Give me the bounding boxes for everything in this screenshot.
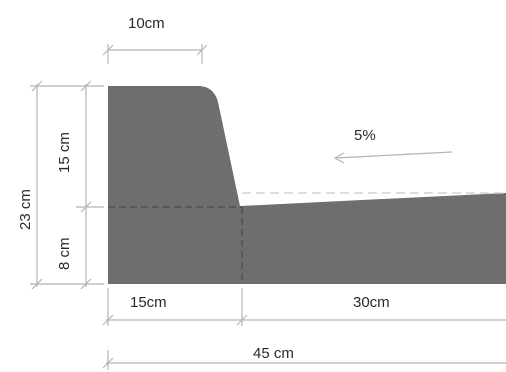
left-width-label: 15cm <box>130 294 167 311</box>
total-width-label: 45 cm <box>253 345 294 362</box>
bottom-partial-width-dimension <box>102 288 506 326</box>
top-width-dimension <box>102 44 208 64</box>
total-height-dimension <box>30 80 104 290</box>
curb-section-shape <box>108 86 506 284</box>
lower-height-label: 8 cm <box>56 237 73 270</box>
top-width-label: 10cm <box>128 15 165 32</box>
slope-arrow-icon <box>333 151 453 164</box>
bottom-total-width-dimension <box>102 350 506 370</box>
partial-height-dimension <box>76 80 104 290</box>
slope-label: 5% <box>354 127 376 144</box>
right-width-label: 30cm <box>353 294 390 311</box>
upper-height-label: 15 cm <box>56 132 73 173</box>
total-height-label: 23 cm <box>17 189 34 230</box>
